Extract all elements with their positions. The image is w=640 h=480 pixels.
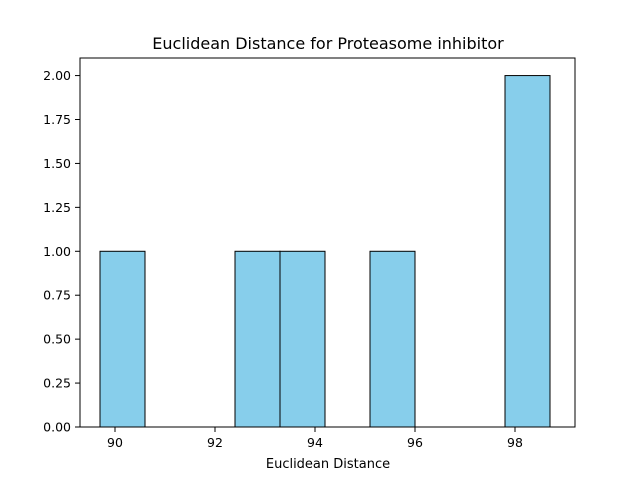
histogram-bar-0 (99, 250, 146, 428)
x-tick-label: 90 (107, 435, 123, 450)
y-tick-label: 0.75 (43, 288, 71, 303)
bars-group (99, 75, 551, 428)
x-tick-label: 92 (207, 435, 223, 450)
y-tick-label: 1.00 (43, 244, 71, 259)
y-tick-label: 0.25 (43, 376, 71, 391)
x-tick-label: 96 (407, 435, 423, 450)
x-tick-label: 94 (307, 435, 323, 450)
y-tick-label: 1.50 (43, 156, 71, 171)
y-tick-label: 1.75 (43, 112, 71, 127)
x-axis: 90 92 94 96 98 (107, 427, 523, 450)
histogram-bar-6 (369, 250, 416, 428)
histogram-bar-4 (279, 250, 326, 428)
y-tick-label: 1.25 (43, 200, 71, 215)
y-tick-label: 0.00 (43, 420, 71, 435)
y-tick-label: 0.50 (43, 332, 71, 347)
y-axis: 0.00 0.25 0.50 0.75 1.00 1.25 1.50 1.75 2.00 (43, 68, 80, 435)
histogram-bar-3 (234, 250, 281, 428)
x-tick-label: 98 (507, 435, 523, 450)
chart-title: Euclidean Distance for Proteasome inhibi… (152, 34, 504, 53)
histogram-bar-9 (504, 75, 551, 428)
y-tick-label: 2.00 (43, 68, 71, 83)
plot-frame (79, 57, 576, 428)
x-axis-label: Euclidean Distance (266, 457, 390, 472)
